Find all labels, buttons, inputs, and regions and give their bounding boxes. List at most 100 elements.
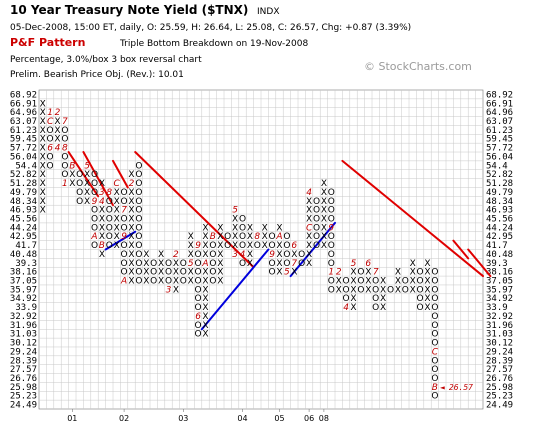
x-box: 6	[365, 259, 371, 269]
o-box: O	[76, 197, 83, 207]
x-box: X	[395, 285, 401, 295]
x-box: X	[380, 277, 386, 287]
o-box: O	[328, 277, 335, 287]
x-box: X	[188, 277, 194, 287]
y-tick-label: 39.3	[15, 259, 37, 269]
x-box: X	[276, 250, 282, 260]
x-box: X	[173, 259, 179, 269]
o-box: O	[328, 206, 335, 216]
watermark: © StockCharts.com	[364, 60, 472, 73]
o-box: O	[165, 259, 172, 269]
y-tick-label: 45.56	[10, 214, 37, 224]
y-tick-label: 32.92	[486, 312, 513, 322]
x-box: X	[202, 294, 208, 304]
o-box: O	[135, 277, 142, 287]
x-box: X	[217, 241, 223, 251]
x-box: X	[202, 303, 208, 313]
x-box: X	[202, 277, 208, 287]
o-box: O	[195, 330, 202, 340]
o-box: O	[283, 250, 290, 260]
blue-trendline	[289, 221, 336, 278]
x-box: X	[54, 126, 60, 136]
x-box: X	[306, 206, 312, 216]
y-tick-label: 59.45	[10, 135, 37, 145]
o-box: O	[402, 285, 409, 295]
x-box: X	[202, 330, 208, 340]
y-tick-label: 37.05	[486, 277, 513, 287]
o-box: A	[120, 277, 127, 287]
o-box: O	[417, 294, 424, 304]
o-box: O	[431, 312, 438, 322]
y-tick-label: 38.16	[10, 268, 37, 278]
y-tick-label: 46.93	[10, 206, 37, 216]
o-box: O	[283, 241, 290, 251]
o-box: O	[269, 232, 276, 242]
x-box: X	[40, 152, 46, 162]
o-box: O	[357, 268, 364, 278]
x-box: X	[69, 179, 75, 189]
o-box: O	[121, 241, 128, 251]
pnf-columns: XXXXXXXXXXXXX1COO6OO2XXX47OO8OOO1BXXOOOO…	[40, 99, 439, 401]
o-box: O	[106, 241, 113, 251]
x-box: X	[40, 206, 46, 216]
x-box: X	[232, 223, 238, 233]
x-box: X	[84, 197, 90, 207]
y-tick-label: 66.91	[10, 99, 37, 109]
o-box: O	[165, 268, 172, 278]
x-box: X	[247, 250, 253, 260]
x-box: A	[275, 232, 282, 242]
o-box: 1	[62, 179, 68, 189]
x-box: X	[202, 232, 208, 242]
x-box: X	[69, 170, 75, 180]
y-tick-label: 49.79	[486, 188, 513, 198]
x-box: X	[54, 117, 60, 127]
o-box: O	[106, 223, 113, 233]
x-box: X	[380, 294, 386, 304]
x-box: B	[99, 241, 105, 251]
y-tick-label: 57.72	[486, 144, 513, 154]
o-box: O	[135, 197, 142, 207]
o-box: O	[150, 259, 157, 269]
o-box: O	[269, 268, 276, 278]
y-tick-label: 48.34	[10, 197, 37, 207]
x-tick-label: 04	[237, 414, 247, 423]
x-box: X	[217, 277, 223, 287]
x-box: X	[217, 250, 223, 260]
x-box: X	[395, 268, 401, 278]
o-box: 8	[62, 144, 68, 154]
o-box: O	[91, 206, 98, 216]
x-box: X	[262, 241, 268, 251]
y-tick-label: 46.93	[486, 206, 513, 216]
o-box: O	[431, 294, 438, 304]
o-box: O	[328, 259, 335, 269]
x-box: X	[321, 223, 327, 233]
x-box: X	[128, 206, 134, 216]
y-tick-label: 30.12	[486, 339, 513, 349]
y-tick-label: 34.92	[10, 294, 37, 304]
o-box: O	[195, 268, 202, 278]
o-box: 4	[240, 250, 246, 260]
x-box: X	[276, 259, 282, 269]
y-tick-label: 24.49	[10, 401, 37, 411]
x-box: X	[350, 277, 356, 287]
o-box: 1	[328, 268, 334, 278]
red-trendline	[134, 151, 255, 269]
x-box: X	[350, 285, 356, 295]
x-axis: 01 02 03 04 05 06 08	[67, 409, 329, 423]
x-box: X	[114, 188, 120, 198]
y-tick-label: 42.95	[10, 232, 37, 242]
o-box: O	[328, 188, 335, 198]
y-tick-label: 59.45	[486, 135, 513, 145]
x-box: X	[128, 214, 134, 224]
o-box: O	[61, 135, 68, 145]
x-box: X	[380, 303, 386, 313]
x-box: X	[202, 250, 208, 260]
o-box: O	[431, 365, 438, 375]
o-box: O	[372, 294, 379, 304]
y-tick-label: 48.34	[486, 197, 513, 207]
x-box: X	[99, 179, 105, 189]
y-tick-label: 40.48	[10, 250, 37, 260]
x-box: X	[143, 277, 149, 287]
o-box: O	[431, 268, 438, 278]
x-box: X	[114, 206, 120, 216]
